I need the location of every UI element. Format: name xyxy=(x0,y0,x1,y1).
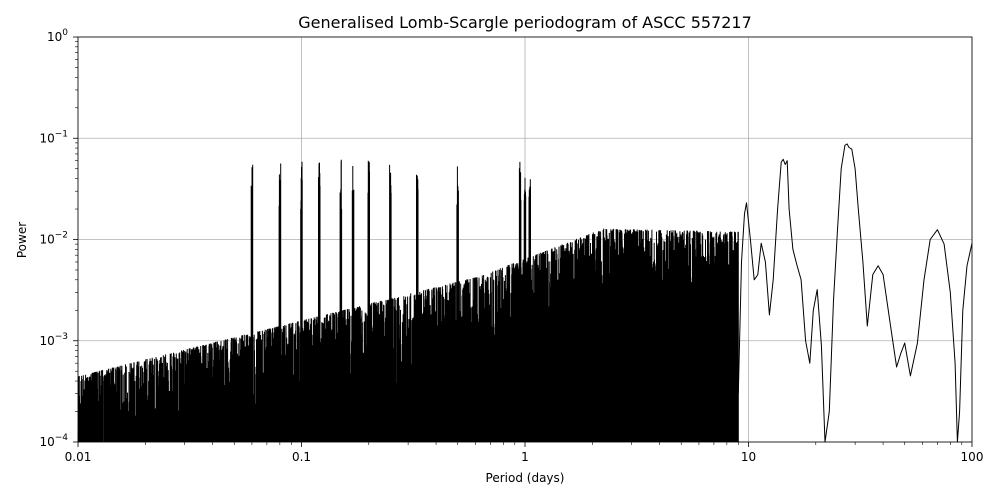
y-tick-base: 10 xyxy=(39,131,54,145)
x-axis-label: Period (days) xyxy=(486,471,565,485)
y-tick-label: 10−4 xyxy=(39,433,68,449)
y-tick-label: 10−2 xyxy=(39,231,68,247)
y-tick-label: 100 xyxy=(47,28,68,44)
x-tick-label: 1 xyxy=(521,450,529,464)
y-tick-base: 10 xyxy=(39,233,54,247)
y-tick-exponent: −4 xyxy=(55,433,69,443)
high-frequency-noise xyxy=(77,159,739,442)
series-line xyxy=(737,143,973,443)
y-tick-label: 10−1 xyxy=(39,129,68,145)
y-tick-base: 10 xyxy=(47,30,62,44)
series-layer xyxy=(77,143,973,443)
y-tick-exponent: −3 xyxy=(55,332,68,342)
y-tick-exponent: −2 xyxy=(55,231,68,241)
y-tick-label: 10−3 xyxy=(39,332,68,348)
y-tick-base: 10 xyxy=(39,334,54,348)
x-tick-label: 0.01 xyxy=(65,450,92,464)
x-tick-label: 100 xyxy=(961,450,984,464)
y-tick-exponent: −1 xyxy=(55,129,68,139)
x-tick-label: 10 xyxy=(741,450,756,464)
y-tick-exponent: 0 xyxy=(62,28,68,38)
y-axis-label: Power xyxy=(15,222,29,258)
x-tick-label: 0.1 xyxy=(292,450,311,464)
y-tick-base: 10 xyxy=(39,435,54,449)
chart-title: Generalised Lomb-Scargle periodogram of … xyxy=(298,13,752,32)
